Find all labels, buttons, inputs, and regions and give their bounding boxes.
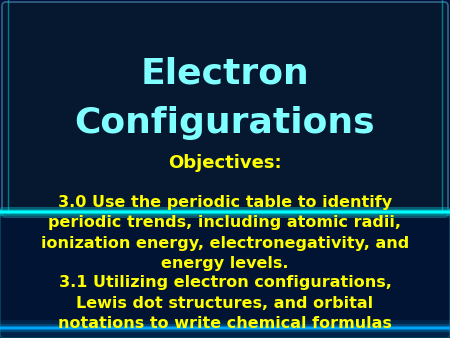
Text: Electron: Electron <box>140 56 310 90</box>
FancyBboxPatch shape <box>2 2 448 217</box>
Text: 3.0 Use the periodic table to identify
periodic trends, including atomic radii,
: 3.0 Use the periodic table to identify p… <box>41 195 409 271</box>
Text: Objectives:: Objectives: <box>168 154 282 172</box>
Text: Configurations: Configurations <box>75 106 375 140</box>
FancyBboxPatch shape <box>0 208 450 338</box>
Text: 3.1 Utilizing electron configurations,
Lewis dot structures, and orbital
notatio: 3.1 Utilizing electron configurations, L… <box>58 275 392 331</box>
